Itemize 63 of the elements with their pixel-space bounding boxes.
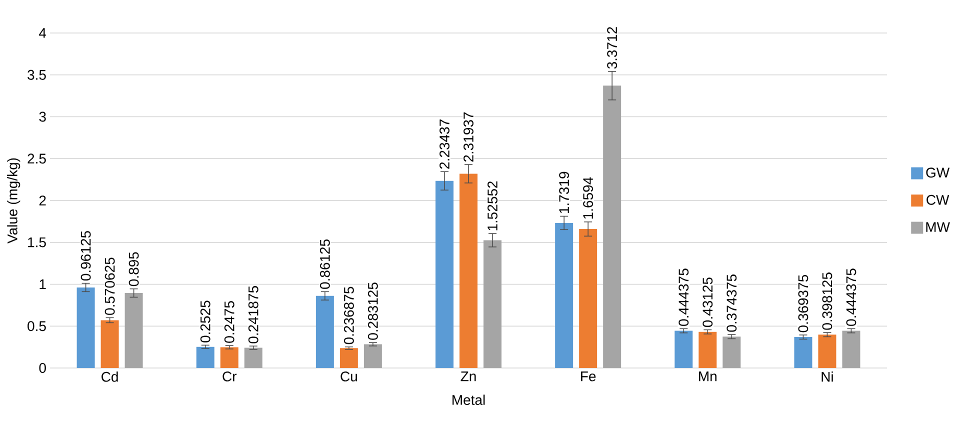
- y-tick-label: 3.5: [28, 70, 46, 80]
- data-label: 0.236875: [344, 286, 354, 344]
- bar: [436, 180, 454, 368]
- y-tick-label: 2: [39, 196, 46, 206]
- data-label: 0.398125: [822, 272, 832, 330]
- x-tick-label: Cu: [340, 372, 357, 382]
- data-label: 2.23437: [440, 120, 450, 169]
- legend-label: GW: [926, 168, 950, 178]
- bar: [484, 240, 502, 368]
- bar: [722, 336, 741, 368]
- bar: [196, 346, 214, 368]
- bar: [100, 320, 119, 368]
- y-tick-label: 0.5: [28, 321, 46, 332]
- data-label: 0.369375: [798, 274, 808, 332]
- data-label: 1.6594: [583, 177, 594, 219]
- data-label: 3.3712: [607, 27, 618, 69]
- data-label: 0.374375: [726, 274, 737, 332]
- legend-label: MW: [926, 222, 950, 232]
- y-tick-label: 1.5: [28, 237, 46, 248]
- x-tick-label: Cd: [102, 372, 118, 382]
- data-label: 0.96125: [80, 231, 91, 281]
- bar: [794, 337, 812, 368]
- y-tick-label: 0: [39, 363, 46, 373]
- bar: [124, 293, 143, 368]
- y-tick-label: 3: [39, 112, 46, 122]
- bar: [76, 287, 95, 368]
- data-label: 0.2475: [224, 301, 234, 343]
- data-label: 0.444375: [678, 268, 689, 326]
- data-label: 0.444375: [846, 268, 856, 326]
- bar: [364, 344, 382, 368]
- bar: [674, 330, 693, 368]
- bar: [340, 348, 358, 368]
- x-tick-label: Mn: [699, 372, 716, 382]
- bar: [842, 330, 860, 368]
- x-tick-label: Ni: [822, 372, 833, 382]
- y-tick-label: 4: [39, 28, 46, 38]
- bar: [220, 347, 238, 368]
- y-tick-label: 2.5: [28, 154, 46, 164]
- data-label: 0.86125: [320, 239, 330, 289]
- bar: [316, 296, 334, 368]
- y-axis-title: Value (mg/kg): [7, 158, 20, 244]
- bar: [244, 348, 262, 368]
- bar: [555, 222, 574, 368]
- x-tick-label: Fe: [581, 372, 596, 382]
- x-tick-label: Zn: [460, 372, 476, 382]
- bar: [818, 334, 836, 368]
- data-label: 2.31937: [464, 112, 474, 162]
- data-label: 0.241875: [248, 286, 258, 344]
- bar: [460, 174, 478, 368]
- data-label: 0.2525: [200, 300, 210, 342]
- x-tick-label: Cr: [222, 372, 237, 382]
- data-label: 0.570625: [104, 258, 115, 315]
- data-label: 0.283125: [368, 282, 378, 340]
- y-tick-label: 1: [40, 279, 46, 290]
- data-label: 0.43125: [702, 278, 713, 328]
- data-label: 0.895: [128, 252, 139, 286]
- data-label: 1.52552: [488, 181, 498, 230]
- bar: [579, 229, 598, 368]
- x-axis-title: Metal: [452, 394, 485, 405]
- bar: [698, 332, 717, 368]
- legend-label: CW: [926, 194, 950, 205]
- data-label: 1.7319: [559, 172, 570, 213]
- bar: [603, 86, 622, 368]
